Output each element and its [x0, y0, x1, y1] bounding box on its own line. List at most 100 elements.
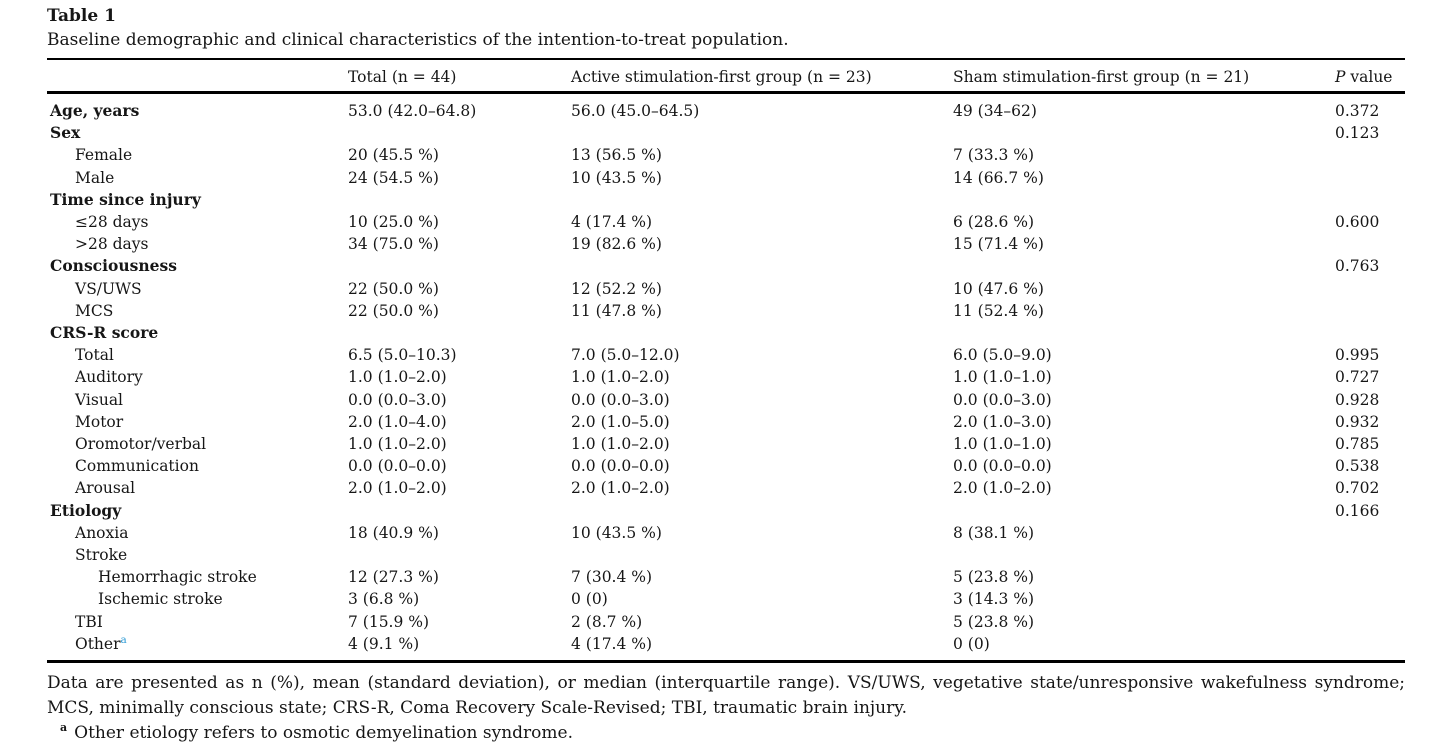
cell-total: 2.0 (1.0–4.0): [348, 412, 447, 431]
row-label-text: Anoxia: [75, 523, 129, 542]
row-label-text: Ischemic stroke: [98, 590, 223, 609]
row-label-text: >28 days: [75, 235, 149, 254]
row-label-text: CRS-R score: [50, 323, 159, 343]
cell-sham-group: 0.0 (0.0–3.0): [953, 390, 1052, 409]
footnote-a: a Other etiology refers to osmotic demyel…: [47, 721, 1405, 746]
cell-sham-group: 8 (38.1 %): [953, 523, 1035, 542]
cell-total: 6.5 (5.0–10.3): [348, 346, 457, 365]
cell-active-group: 2.0 (1.0–2.0): [571, 479, 670, 498]
cell-active-group: 11 (47.8 %): [571, 301, 662, 320]
cell-sham-group: [950, 500, 1332, 522]
table-row: Ischemic stroke 3 (6.8 %) 0 (0) 3 (14.3 %): [47, 588, 1405, 610]
column-header-active-group: Active stimulation-first group (n = 23): [568, 59, 950, 94]
cell-total: 3 (6.8 %): [348, 590, 420, 609]
cell-active-group: 1.0 (1.0–2.0): [571, 435, 670, 454]
table-row: Total 6.5 (5.0–10.3) 7.0 (5.0–12.0) 6.0 (5.…: [47, 344, 1405, 366]
cell-total: 0.0 (0.0–0.0): [348, 457, 447, 476]
cell-pvalue: [1332, 611, 1405, 633]
row-label-text: Female: [75, 146, 133, 165]
table-row: Auditory 1.0 (1.0–2.0) 1.0 (1.0–2.0) 1.0 (1…: [47, 366, 1405, 388]
row-label: Age, years: [47, 93, 345, 123]
cell-total: [345, 255, 568, 277]
row-label-text: Communication: [75, 457, 199, 476]
row-label: Time since injury: [47, 189, 345, 211]
cell-pvalue: 0.763: [1335, 257, 1380, 276]
cell-total: [345, 189, 568, 211]
cell-active-group: 2 (8.7 %): [571, 612, 643, 631]
row-label: Ischemic stroke: [47, 588, 345, 610]
cell-pvalue: [1332, 189, 1405, 211]
cell-pvalue: [1332, 300, 1405, 322]
table-row: Othera 4 (9.1 %) 4 (17.4 %) 0 (0): [47, 633, 1405, 662]
cell-sham-group: 3 (14.3 %): [953, 590, 1035, 609]
footnote-a-text: Other etiology refers to osmotic demyeli…: [74, 723, 573, 744]
row-label: Consciousness: [47, 255, 345, 277]
row-label-text: Visual: [75, 390, 124, 409]
row-label: Visual: [47, 389, 345, 411]
cell-pvalue: 0.372: [1335, 102, 1380, 120]
table-row: TBI 7 (15.9 %) 2 (8.7 %) 5 (23.8 %): [47, 611, 1405, 633]
cell-sham-group: 6.0 (5.0–9.0): [953, 346, 1052, 365]
cell-active-group: 0.0 (0.0–3.0): [571, 390, 670, 409]
row-label: Othera: [47, 633, 345, 662]
table-row: MCS 22 (50.0 %) 11 (47.8 %) 11 (52.4 %): [47, 300, 1405, 322]
cell-total: 34 (75.0 %): [348, 235, 439, 254]
row-label-text: MCS: [75, 301, 114, 320]
cell-total: 18 (40.9 %): [348, 523, 439, 542]
cell-sham-group: 5 (23.8 %): [953, 612, 1035, 631]
row-label: Stroke: [47, 544, 345, 566]
cell-total: 22 (50.0 %): [348, 279, 439, 298]
cell-active-group: 0 (0): [571, 590, 608, 609]
cell-pvalue: 0.928: [1335, 390, 1380, 409]
cell-sham-group: [950, 544, 1332, 566]
row-label: Etiology: [47, 500, 345, 522]
cell-total: [345, 500, 568, 522]
cell-pvalue: 0.727: [1335, 368, 1380, 387]
table-row: Hemorrhagic stroke 12 (27.3 %) 7 (30.4 %) 5…: [47, 566, 1405, 588]
cell-active-group: [568, 122, 950, 144]
table-row: Anoxia 18 (40.9 %) 10 (43.5 %) 8 (38.1 %): [47, 522, 1405, 544]
table-row: Age, years 53.0 (42.0–64.8) 56.0 (45.0–64.…: [47, 93, 1405, 123]
cell-pvalue: 0.932: [1335, 412, 1380, 431]
table-row: Stroke: [47, 544, 1405, 566]
row-label: Arousal: [47, 477, 345, 499]
row-label-text: TBI: [75, 612, 103, 631]
cell-total: 4 (9.1 %): [348, 634, 420, 653]
column-header-sham-group: Sham stimulation-first group (n = 21): [950, 59, 1332, 94]
cell-sham-group: 7 (33.3 %): [953, 146, 1035, 165]
row-label: Auditory: [47, 366, 345, 388]
column-header-pvalue: P value: [1332, 59, 1405, 94]
table-row: Motor 2.0 (1.0–4.0) 2.0 (1.0–5.0) 2.0 (1.0–…: [47, 411, 1405, 433]
row-label-text: Auditory: [75, 368, 143, 387]
cell-active-group: 10 (43.5 %): [571, 523, 662, 542]
table-row: Communication 0.0 (0.0–0.0) 0.0 (0.0–0.0) 0…: [47, 455, 1405, 477]
table-row: >28 days 34 (75.0 %) 19 (82.6 %) 15 (71.4 %…: [47, 233, 1405, 255]
cell-active-group: [568, 500, 950, 522]
footnote-a-link[interactable]: a: [120, 633, 127, 646]
row-label-text: Motor: [75, 412, 124, 431]
footnote-a-marker: a: [60, 721, 68, 735]
cell-active-group: 13 (56.5 %): [571, 146, 662, 165]
row-label: ≤28 days: [47, 211, 345, 233]
cell-active-group: 7.0 (5.0–12.0): [571, 346, 680, 365]
row-label: >28 days: [47, 233, 345, 255]
cell-pvalue: 0.538: [1335, 457, 1380, 476]
cell-pvalue: [1332, 167, 1405, 189]
table-row: Sex 0.123: [47, 122, 1405, 144]
row-label: Communication: [47, 455, 345, 477]
cell-pvalue: [1332, 278, 1405, 300]
cell-total: 22 (50.0 %): [348, 301, 439, 320]
cell-active-group: [568, 255, 950, 277]
row-label: Oromotor/verbal: [47, 433, 345, 455]
table-body: Age, years 53.0 (42.0–64.8) 56.0 (45.0–64.…: [47, 93, 1405, 662]
cell-pvalue: [1332, 588, 1405, 610]
cell-sham-group: [950, 322, 1332, 344]
table-row: Female 20 (45.5 %) 13 (56.5 %) 7 (33.3 %): [47, 144, 1405, 166]
row-label-text: Consciousness: [50, 256, 177, 276]
table-row: Etiology 0.166: [47, 500, 1405, 522]
row-label-text: VS/UWS: [75, 279, 142, 298]
cell-total: 20 (45.5 %): [348, 146, 439, 165]
cell-sham-group: 6 (28.6 %): [953, 213, 1035, 232]
cell-total: 2.0 (1.0–2.0): [348, 479, 447, 498]
